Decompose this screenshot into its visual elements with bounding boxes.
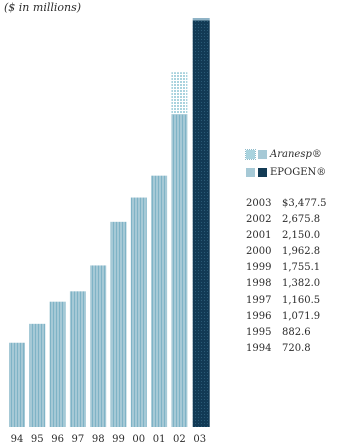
table-row: 2001 2,150.0	[246, 228, 327, 244]
values-table: 2003 $3,477.5 2002 2,675.8 2001 2,150.0 200…	[246, 196, 327, 357]
legend-swatch-aranesp	[245, 149, 256, 160]
table-row: 2000 1,962.8	[246, 244, 327, 260]
table-year: 1996	[246, 310, 272, 322]
table-value: 1,755.1	[282, 262, 321, 274]
x-tick-label: 02	[173, 434, 186, 445]
table-row: 1995 882.6	[246, 325, 327, 341]
legend-item-epogen: EPOGEN®	[246, 167, 326, 178]
bar-aranesp-03	[192, 18, 210, 21]
x-tick-label: 95	[31, 434, 44, 445]
bar-97	[69, 291, 86, 427]
table-row: 1999 1,755.1	[246, 260, 327, 276]
table-year: 1997	[246, 294, 272, 306]
table-year: 2002	[246, 214, 272, 226]
table-row: 2003 $3,477.5	[246, 196, 327, 212]
table-row: 1998 1,382.0	[246, 276, 327, 292]
bar-aranesp-02	[171, 72, 188, 115]
x-tick-label: 99	[112, 434, 125, 445]
x-tick-label: 98	[92, 434, 105, 445]
x-tick-label: 03	[193, 434, 206, 445]
table-year: 1995	[246, 326, 272, 338]
bar-03	[192, 20, 210, 427]
x-tick-label: 01	[153, 434, 166, 445]
legend-item-aranesp: Aranesp®	[245, 149, 322, 160]
bar-98	[90, 265, 107, 427]
table-row: 2002 2,675.8	[246, 212, 327, 228]
table-value: 1,382.0	[282, 278, 321, 290]
legend-swatch-epogen-light	[246, 168, 255, 177]
bar-02	[171, 114, 188, 428]
table-value: 720.8	[282, 342, 311, 354]
legend-label-epogen: EPOGEN®	[270, 167, 327, 178]
bar-96	[49, 301, 66, 427]
table-value: 1,160.5	[282, 294, 321, 306]
table-value: 2,150.0	[282, 230, 321, 242]
bar-94	[9, 342, 25, 427]
table-value: 1,962.8	[282, 246, 321, 258]
chart-subtitle: ($ in millions)	[4, 1, 82, 14]
legend-label-aranesp: Aranesp®	[270, 149, 322, 160]
table-value: $3,477.5	[282, 198, 327, 209]
table-row: 1996 1,071.9	[246, 309, 327, 325]
table-row: 1997 1,160.5	[246, 293, 327, 309]
bar-99	[110, 221, 127, 427]
bar-00	[130, 197, 147, 427]
legend-swatch-aranesp-2	[258, 150, 267, 159]
table-year: 1994	[246, 342, 272, 354]
x-tick-label: 97	[72, 434, 85, 445]
table-year: 1998	[246, 278, 272, 290]
table-value: 2,675.8	[282, 214, 321, 226]
table-year: 2001	[246, 230, 272, 242]
table-year: 1999	[246, 262, 272, 274]
legend-swatch-epogen	[258, 168, 267, 177]
table-value: 882.6	[282, 326, 311, 338]
table-year: 2003	[246, 198, 272, 209]
bar-95	[29, 323, 46, 427]
x-tick-label: 96	[51, 434, 64, 445]
table-year: 2000	[246, 246, 272, 258]
table-row: 1994 720.8	[246, 341, 327, 357]
x-tick-label: 94	[11, 434, 24, 445]
x-tick-label: 00	[132, 434, 145, 445]
table-value: 1,071.9	[282, 310, 321, 322]
bar-01	[151, 175, 168, 427]
